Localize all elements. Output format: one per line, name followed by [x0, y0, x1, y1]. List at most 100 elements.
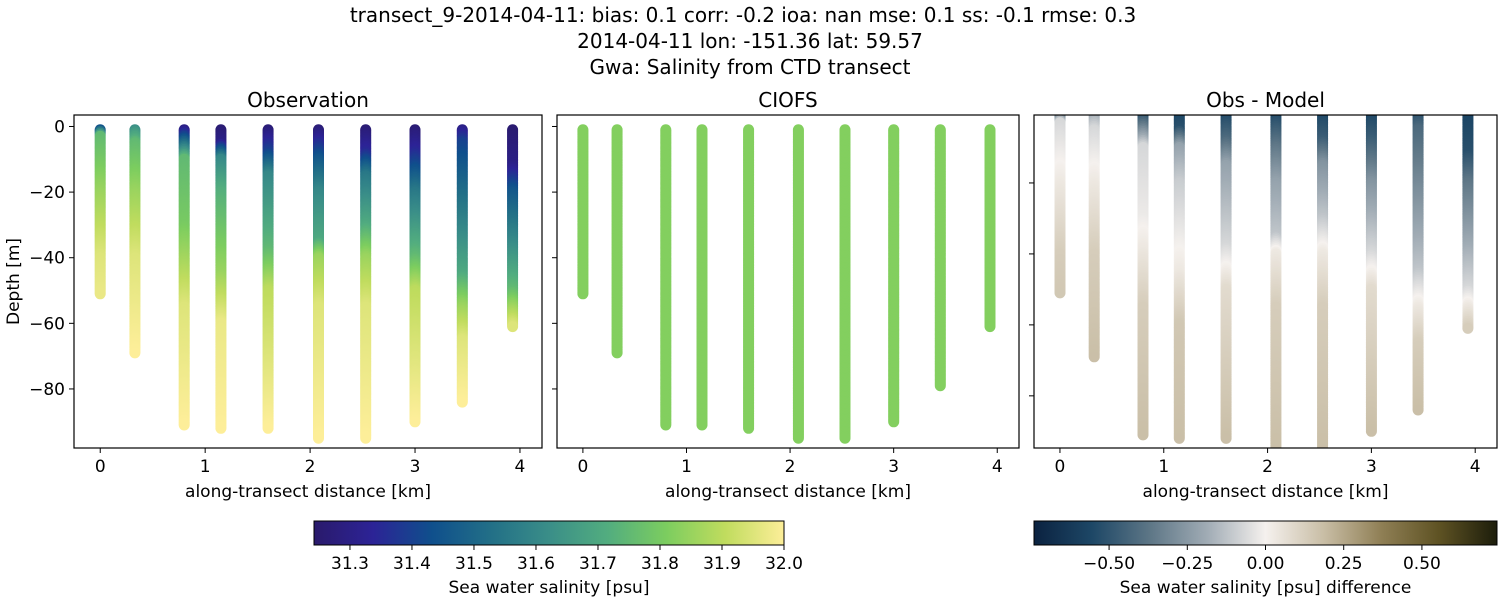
data-point	[985, 321, 996, 332]
x-tick-label: 0	[95, 457, 106, 477]
station-profile-5	[313, 124, 324, 443]
station-profile-4	[743, 124, 754, 434]
axes-frame	[74, 115, 542, 448]
data-point	[263, 423, 274, 434]
colorbar-tick-label: 31.5	[455, 554, 493, 574]
colorbar-tick-label: −0.50	[1083, 554, 1135, 574]
data-point	[935, 380, 946, 391]
station-profile-0	[1055, 110, 1066, 298]
data-point	[313, 433, 324, 444]
data-points	[1055, 110, 1474, 455]
x-tick-label: 2	[305, 457, 316, 477]
station-profile-9	[507, 124, 518, 332]
data-point	[1089, 351, 1100, 362]
data-point	[1055, 287, 1066, 298]
data-point	[1366, 426, 1377, 437]
data-point	[95, 288, 106, 299]
panel-title: Observation	[247, 88, 369, 112]
data-point	[577, 288, 588, 299]
x-tick-label: 0	[1055, 457, 1066, 477]
station-profile-2	[660, 124, 671, 430]
data-point	[1270, 444, 1281, 455]
colorbar-tick-label: 31.4	[393, 554, 431, 574]
data-point	[743, 423, 754, 434]
panel-title: CIOFS	[758, 88, 817, 112]
x-tick-label: 2	[785, 457, 796, 477]
station-profile-2	[179, 124, 190, 430]
data-points	[577, 124, 995, 443]
data-point	[1221, 433, 1232, 444]
station-profile-8	[457, 124, 468, 407]
axes-frame	[1034, 115, 1497, 448]
x-tick-label: 1	[1158, 457, 1169, 477]
data-point	[612, 347, 623, 358]
data-point	[360, 433, 371, 444]
y-axis-label: Depth [m]	[4, 238, 24, 325]
station-profile-6	[360, 124, 371, 443]
x-axis-label: along-transect distance [km]	[185, 482, 431, 502]
x-tick-label: 3	[410, 457, 421, 477]
station-profile-7	[888, 124, 899, 427]
station-profile-1	[612, 124, 623, 358]
y-tick-label: 0	[54, 117, 65, 137]
data-point	[1413, 405, 1424, 416]
station-profile-8	[935, 124, 946, 391]
station-profile-0	[577, 124, 588, 299]
x-axis-label: along-transect distance [km]	[1143, 482, 1389, 502]
station-profile-1	[1089, 110, 1100, 362]
x-tick-label: 4	[515, 457, 526, 477]
data-points	[95, 124, 518, 443]
y-tick-label: −20	[29, 183, 65, 203]
colorbar-gradient	[314, 521, 784, 545]
data-point	[697, 420, 708, 431]
data-point	[1174, 433, 1185, 444]
station-profile-1	[129, 124, 140, 358]
title-line-1: transect_9-2014-04-11: bias: 0.1 corr: -…	[350, 3, 1136, 27]
data-point	[840, 433, 851, 444]
x-tick-label: 1	[681, 457, 692, 477]
data-point	[888, 416, 899, 427]
panel-model: CIOFS 0 1 2 3 4 along-transect distance [km]	[552, 88, 1019, 502]
y-tick-label: −60	[29, 314, 65, 334]
station-profile-4	[263, 124, 274, 434]
colorbar-gradient	[1034, 521, 1497, 545]
x-axis-label: along-transect distance [km]	[665, 482, 911, 502]
colorbar-tick-label: 31.6	[517, 554, 555, 574]
station-profile-2	[1138, 110, 1149, 440]
data-point	[507, 321, 518, 332]
x-tick-label: 0	[577, 457, 588, 477]
colorbar-tick-label: 31.8	[641, 554, 679, 574]
axes-frame	[557, 115, 1019, 448]
station-profile-4	[1221, 110, 1232, 444]
station-profile-6	[1317, 110, 1328, 455]
panel-title: Obs - Model	[1206, 88, 1325, 112]
y-tick-label: −40	[29, 249, 65, 269]
x-tick-label: 1	[200, 457, 211, 477]
data-point	[129, 347, 140, 358]
station-profile-3	[215, 124, 226, 434]
x-tick-label: 3	[888, 457, 899, 477]
data-point	[410, 416, 421, 427]
data-point	[1317, 444, 1328, 455]
station-profile-9	[985, 124, 996, 332]
colorbar-tick-label: 32.0	[765, 554, 803, 574]
station-profile-7	[1366, 110, 1377, 437]
x-tick-label: 3	[1366, 457, 1377, 477]
station-profile-3	[697, 124, 708, 430]
colorbar-tick-label: 31.7	[579, 554, 617, 574]
station-profile-5	[1270, 110, 1281, 455]
x-tick-label: 4	[992, 457, 1003, 477]
x-tick-label: 2	[1262, 457, 1273, 477]
title-line-2: 2014-04-11 lon: -151.36 lat: 59.57	[577, 29, 923, 53]
station-profile-6	[840, 124, 851, 443]
data-point	[1462, 323, 1473, 334]
data-point	[457, 397, 468, 408]
station-profile-7	[410, 124, 421, 427]
data-point	[660, 420, 671, 431]
station-profile-9	[1462, 110, 1473, 334]
data-point	[793, 433, 804, 444]
x-tick-label: 4	[1470, 457, 1481, 477]
colorbar-tick-label: 31.9	[703, 554, 741, 574]
data-point	[179, 420, 190, 431]
